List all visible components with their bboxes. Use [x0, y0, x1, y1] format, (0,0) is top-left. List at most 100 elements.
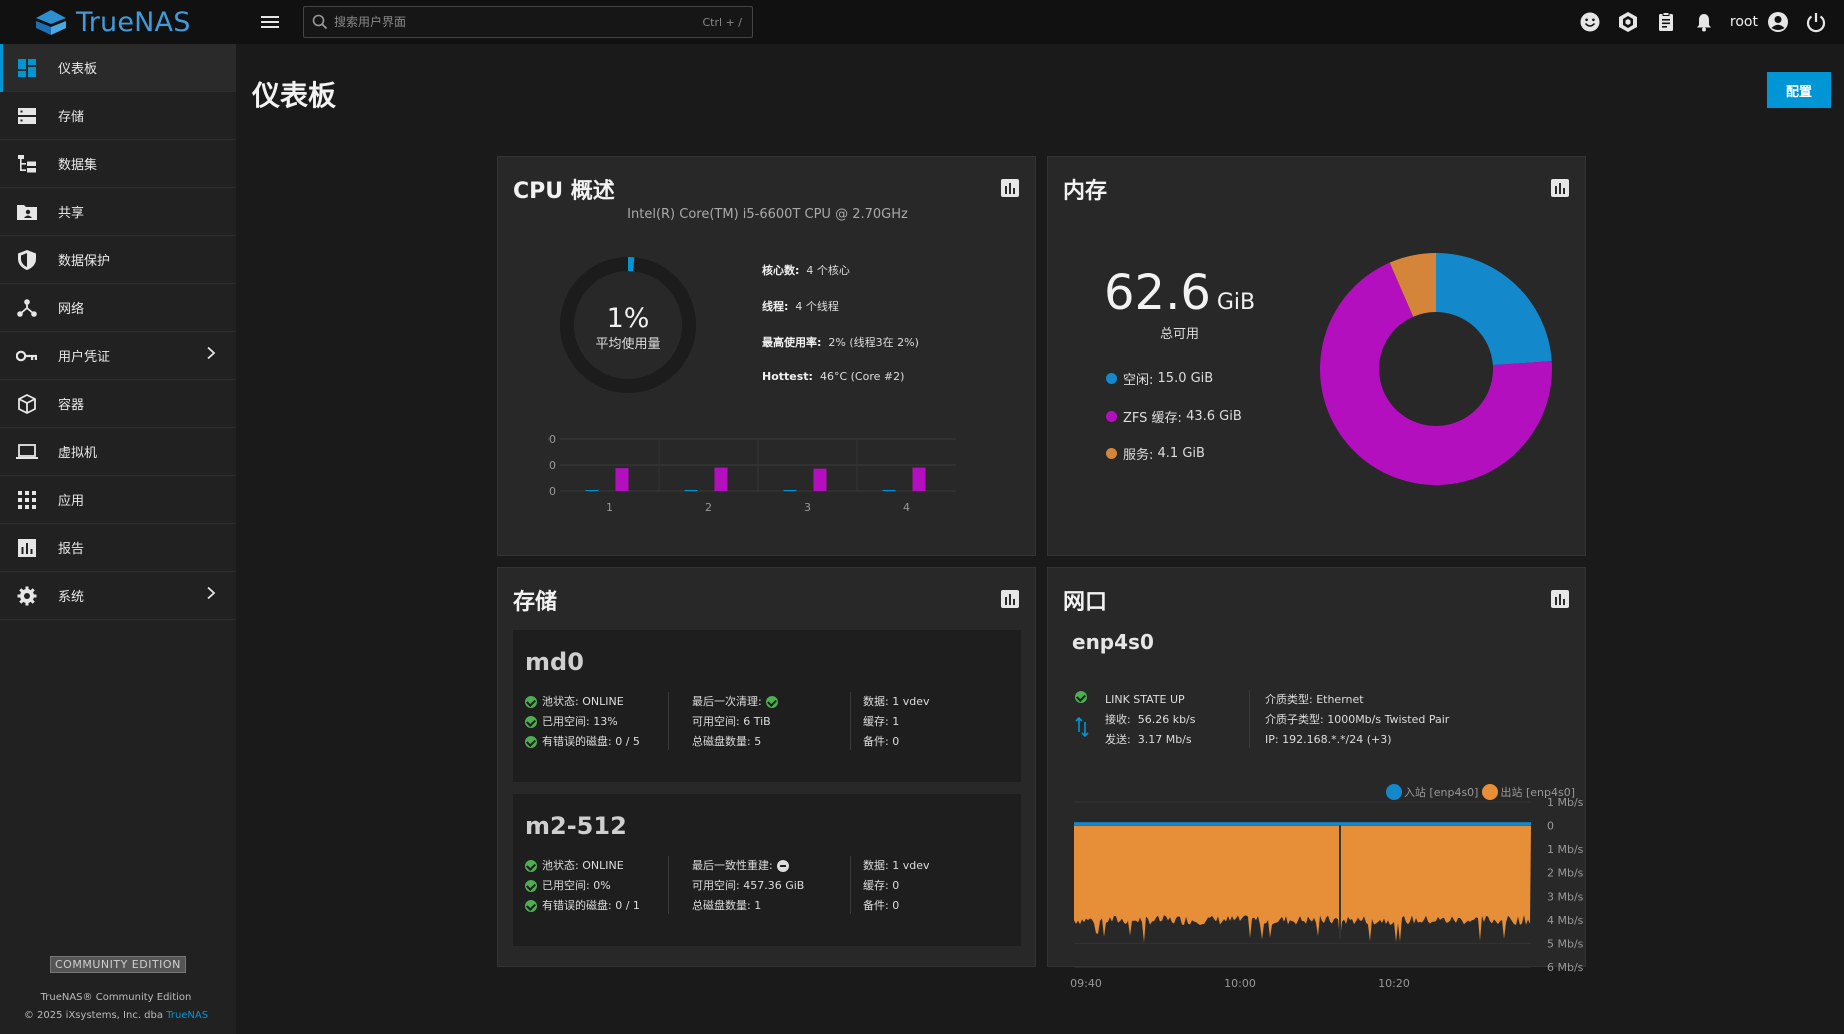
search-box[interactable]: Ctrl + /: [303, 6, 753, 38]
pool-status: 池状态: ONLINE: [525, 856, 640, 876]
memory-widget: 内存 62.6 GiB 总可用 空闲: 15.0 GiB ZFS 缓存: 43.6…: [1047, 156, 1586, 556]
cpu-bar: [585, 490, 599, 491]
sidebar-item-network[interactable]: 网络: [0, 284, 236, 332]
feedback-icon[interactable]: [1578, 10, 1602, 34]
legend-outbound[interactable]: 出站 [enp4s0]: [1500, 786, 1575, 799]
pool-topology-column: 数据: 1 vdev 缓存: 0 备件: 0: [863, 856, 929, 916]
storage-widget: 存储 md0 池状态: ONLINE 已用空间: 13% 有错误的磁盘: 0 /…: [497, 567, 1036, 967]
truenas-logo[interactable]: TrueNAS: [0, 0, 236, 44]
y-tick-label: 50: [548, 459, 556, 472]
report-icon[interactable]: [1001, 179, 1019, 197]
report-icon[interactable]: [1551, 590, 1569, 608]
pool-errors-text: 有错误的磁盘: 0 / 5: [542, 735, 640, 748]
minus-circle-icon: [776, 860, 789, 872]
pool-errors-text: 有错误的磁盘: 0 / 1: [542, 899, 640, 912]
pool-card-m2-512[interactable]: m2-512 池状态: ONLINE 已用空间: 0% 有错误的磁盘: 0 / …: [513, 794, 1021, 946]
sidebar-item-label: 存储: [58, 110, 85, 125]
sidebar-item-vms[interactable]: 虚拟机: [0, 428, 236, 476]
sidebar-item-data-protection[interactable]: 数据保护: [0, 236, 236, 284]
stat-value: 4 个线程: [795, 300, 839, 313]
storage-icon: [16, 105, 38, 127]
cpu-bar: [882, 490, 896, 491]
pool-used: 已用空间: 0%: [525, 876, 640, 896]
cpu-bar: [813, 468, 827, 491]
divider: [668, 692, 669, 750]
memory-donut-chart: [1320, 253, 1552, 485]
tasks-icon[interactable]: [1654, 10, 1678, 34]
y-tick-label: 0: [549, 485, 556, 498]
pool-data: 数据: 1 vdev: [863, 695, 930, 708]
sidebar-item-datasets[interactable]: 数据集: [0, 140, 236, 188]
memory-legend-services: 服务: 4.1 GiB: [1106, 444, 1205, 463]
sidebar-item-label: 网络: [58, 302, 85, 317]
cpu-stat-threads: 线程: 4 个线程: [762, 298, 839, 314]
datasets-icon: [16, 153, 38, 175]
sidebar-item-shares[interactable]: 共享: [0, 188, 236, 236]
x-tick-label: 1: [606, 501, 613, 514]
account-icon[interactable]: [1766, 10, 1790, 34]
check-icon: [525, 880, 537, 892]
cpu-bar: [615, 468, 629, 491]
link-state-icon-row: [1075, 690, 1092, 710]
traffic-column: LINK STATE UP 接收: 56.26 kb/s 发送: 3.17 Mb…: [1105, 690, 1196, 750]
stat-value: 46°C (Core #2): [819, 370, 905, 383]
legend-dot-inbound[interactable]: [1385, 784, 1402, 800]
sidebar-item-label: 共享: [58, 206, 85, 221]
media-subtype: 介质子类型: 1000Mb/s Twisted Pair: [1265, 713, 1450, 726]
pool-card-md0[interactable]: md0 池状态: ONLINE 已用空间: 13% 有错误的磁盘: 0 / 5 …: [513, 630, 1021, 782]
legend-inbound[interactable]: 入站 [enp4s0]: [1403, 786, 1479, 799]
search-input[interactable]: [334, 15, 703, 29]
pool-last-scan: 最后一次清理:: [692, 692, 778, 712]
check-icon: [765, 696, 778, 708]
copyright-text: © 2025 iXsystems, Inc. dba: [23, 1010, 167, 1021]
sidebar-item-containers[interactable]: 容器: [0, 380, 236, 428]
legend-dot: [1106, 373, 1117, 384]
power-icon[interactable]: [1804, 10, 1828, 34]
pool-usage-column: 最后一致性重建: 可用空间: 457.36 GiB 总磁盘数量: 1: [692, 856, 804, 916]
cpu-usage-label: 平均使用量: [595, 337, 661, 352]
pool-status: 池状态: ONLINE: [525, 692, 640, 712]
pool-usage-column: 最后一次清理: 可用空间: 6 TiB 总磁盘数量: 5: [692, 692, 778, 752]
network-title: 网口: [1063, 590, 1108, 615]
ip-address: IP: 192.168.*.*/24 (+3): [1265, 733, 1392, 746]
sidebar-item-credentials[interactable]: 用户凭证: [0, 332, 236, 380]
sidebar-item-storage[interactable]: 存储: [0, 92, 236, 140]
truenas-link[interactable]: TrueNAS: [166, 1010, 209, 1021]
network-traffic-chart: 1 Mb/s 0 1 Mb/s 2 Mb/s 3 Mb/s 4 Mb/s 5 Mb/s 6 M…: [1070, 796, 1584, 990]
pool-free: 可用空间: 457.36 GiB: [692, 879, 805, 892]
sent-value: 3.17 Mb/s: [1137, 733, 1192, 746]
memory-legend-zfs-cache: ZFS 缓存: 43.6 GiB: [1106, 407, 1242, 426]
memory-legend-free: 空闲: 15.0 GiB: [1106, 369, 1213, 388]
sidebar-item-system[interactable]: 系统: [0, 572, 236, 620]
legend-dot: [1106, 411, 1117, 422]
report-icon[interactable]: [1001, 590, 1019, 608]
menu-toggle-button[interactable]: [250, 0, 290, 44]
network-widget: 网口 enp4s0 LINK STATE UP 接收: 56.26 kb/s 发…: [1047, 567, 1586, 990]
network-icon: [16, 297, 38, 319]
y-tick-label: 0: [1547, 820, 1554, 833]
cpu-bar: [714, 467, 728, 491]
y-tick-label: 6 Mb/s: [1547, 961, 1584, 974]
configure-button[interactable]: 配置: [1767, 72, 1831, 108]
username[interactable]: root: [1729, 14, 1758, 30]
container-icon: [16, 393, 38, 415]
sidebar-item-dashboard[interactable]: 仪表板: [0, 44, 236, 92]
page-title: 仪表板: [252, 79, 337, 112]
laptop-icon: [16, 441, 38, 463]
sidebar-item-label: 系统: [58, 590, 85, 605]
legend-value: 15.0 GiB: [1157, 371, 1214, 386]
truecommand-icon[interactable]: [1616, 10, 1640, 34]
legend-label: 服务:: [1123, 448, 1154, 463]
interface-name: enp4s0: [1072, 630, 1154, 654]
y-tick-label: 1 Mb/s: [1547, 796, 1584, 809]
report-icon[interactable]: [1551, 179, 1569, 197]
sidebar: 仪表板 存储 数据集 共享 数据保护 网络 用户凭证: [0, 44, 236, 1034]
x-tick-label: 3: [804, 501, 811, 514]
sidebar-item-reports[interactable]: 报告: [0, 524, 236, 572]
x-tick-label: 10:00: [1224, 977, 1256, 990]
legend-dot-outbound[interactable]: [1482, 784, 1499, 800]
sidebar-item-apps[interactable]: 应用: [0, 476, 236, 524]
stat-label: 最高使用率:: [762, 336, 822, 349]
cpu-usage-gauge: [560, 257, 696, 393]
bell-icon[interactable]: [1692, 10, 1716, 34]
